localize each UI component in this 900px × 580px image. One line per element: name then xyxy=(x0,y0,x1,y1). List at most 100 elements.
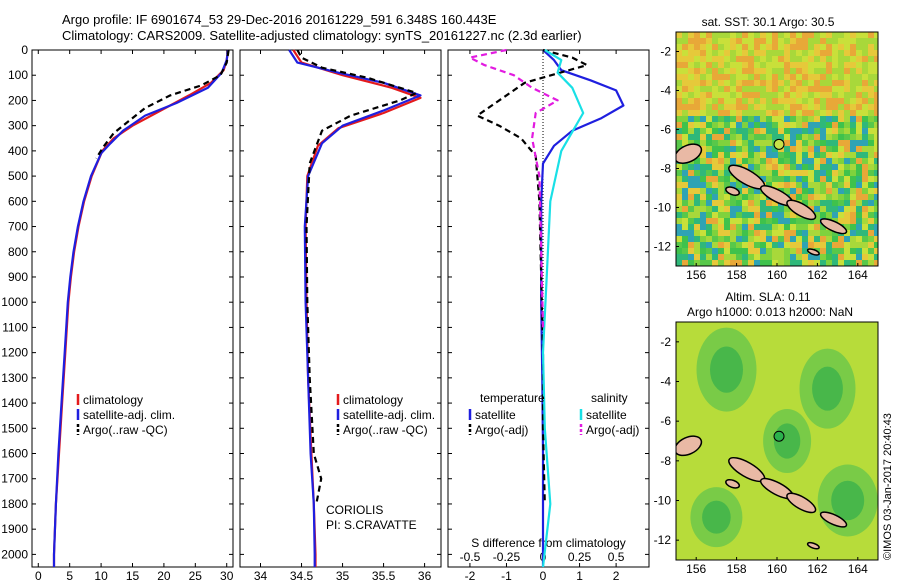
sst-cell xyxy=(676,134,682,140)
sst-cell xyxy=(790,50,796,56)
sst-cell xyxy=(706,218,712,224)
sst-cell xyxy=(760,200,766,206)
sst-cell xyxy=(724,74,730,80)
sst-cell xyxy=(736,146,742,152)
sst-cell xyxy=(832,62,838,68)
sst-cell xyxy=(772,80,778,86)
sst-cell xyxy=(682,212,688,218)
sst-cell xyxy=(754,50,760,56)
sst-cell xyxy=(730,182,736,188)
sst-cell xyxy=(772,122,778,128)
depth-tick-label: 200 xyxy=(8,93,28,107)
sst-cell xyxy=(790,38,796,44)
sst-cell xyxy=(718,32,724,38)
series-line-satellite-adj-clim- xyxy=(52,49,230,567)
sst-cell xyxy=(832,92,838,98)
sst-cell xyxy=(736,194,742,200)
sst-cell xyxy=(874,218,878,224)
sst-cell xyxy=(832,182,838,188)
sst-cell xyxy=(874,122,878,128)
sst-cell xyxy=(778,62,784,68)
sst-cell xyxy=(712,170,718,176)
sst-cell xyxy=(742,44,748,50)
sst-cell xyxy=(736,98,742,104)
sst-cell xyxy=(700,74,706,80)
sst-cell xyxy=(760,140,766,146)
sst-cell xyxy=(682,92,688,98)
sst-cell xyxy=(808,236,814,242)
sst-cell xyxy=(688,32,694,38)
sst-cell xyxy=(712,38,718,44)
sst-cell xyxy=(778,110,784,116)
sst-cell xyxy=(832,176,838,182)
sst-cell xyxy=(850,188,856,194)
sst-cell xyxy=(688,176,694,182)
depth-tick-label: 1700 xyxy=(1,472,28,486)
sst-cell xyxy=(694,206,700,212)
sst-cell xyxy=(862,110,868,116)
sst-cell xyxy=(736,104,742,110)
sst-cell xyxy=(742,128,748,134)
sst-cell xyxy=(838,188,844,194)
x-tick-label: 34.5 xyxy=(290,569,314,580)
sst-cell xyxy=(700,98,706,104)
sst-cell xyxy=(694,188,700,194)
sla-map-subtitle: Argo h1000: 0.013 h2000: NaN xyxy=(687,305,853,319)
sst-cell xyxy=(754,62,760,68)
sst-cell xyxy=(736,68,742,74)
sst-cell xyxy=(694,116,700,122)
depth-tick-label: 700 xyxy=(8,220,28,234)
sla-map: -2 -4 -6 -8 -10 -12 156 158 160 162 164 xyxy=(654,321,879,576)
sst-cell xyxy=(712,248,718,254)
sst-cell xyxy=(700,236,706,242)
sst-cell xyxy=(802,80,808,86)
sst-cell xyxy=(766,260,772,266)
sst-cell xyxy=(766,182,772,188)
sst-cell xyxy=(712,62,718,68)
sst-cell xyxy=(784,212,790,218)
sst-cell xyxy=(826,32,832,38)
sst-cell xyxy=(676,176,682,182)
sst-cell xyxy=(736,128,742,134)
sst-cell xyxy=(874,212,878,218)
sst-cell xyxy=(820,44,826,50)
sst-cell xyxy=(796,38,802,44)
sst-cell xyxy=(748,248,754,254)
sst-cell xyxy=(730,44,736,50)
sst-cell xyxy=(718,62,724,68)
sst-cell xyxy=(724,176,730,182)
sst-cell xyxy=(694,38,700,44)
sst-cell xyxy=(754,248,760,254)
sst-cell xyxy=(760,32,766,38)
sst-cell xyxy=(718,164,724,170)
sst-cell xyxy=(766,146,772,152)
sst-cell xyxy=(790,242,796,248)
sst-cell xyxy=(862,104,868,110)
sst-cell xyxy=(694,194,700,200)
sst-cell xyxy=(754,242,760,248)
sst-cell xyxy=(874,194,878,200)
sst-cell xyxy=(784,86,790,92)
sst-cell xyxy=(796,164,802,170)
sst-cell xyxy=(730,146,736,152)
sst-cell xyxy=(748,134,754,140)
lat-tick-label: -2 xyxy=(660,335,671,349)
sst-cell xyxy=(790,176,796,182)
sst-cell xyxy=(874,44,878,50)
depth-tick-label: 1100 xyxy=(2,320,28,334)
sst-cell xyxy=(730,134,736,140)
sst-cell xyxy=(778,164,784,170)
sst-cell xyxy=(718,38,724,44)
sst-cell xyxy=(706,260,712,266)
sst-cell xyxy=(814,212,820,218)
sst-cell xyxy=(862,62,868,68)
sst-cell xyxy=(778,236,784,242)
sst-cell xyxy=(796,140,802,146)
sst-cell xyxy=(724,44,730,50)
sst-cell xyxy=(850,218,856,224)
sst-cell xyxy=(850,236,856,242)
sst-cell xyxy=(832,86,838,92)
sst-cell xyxy=(874,242,878,248)
sst-cell xyxy=(718,260,724,266)
sst-cell xyxy=(778,212,784,218)
